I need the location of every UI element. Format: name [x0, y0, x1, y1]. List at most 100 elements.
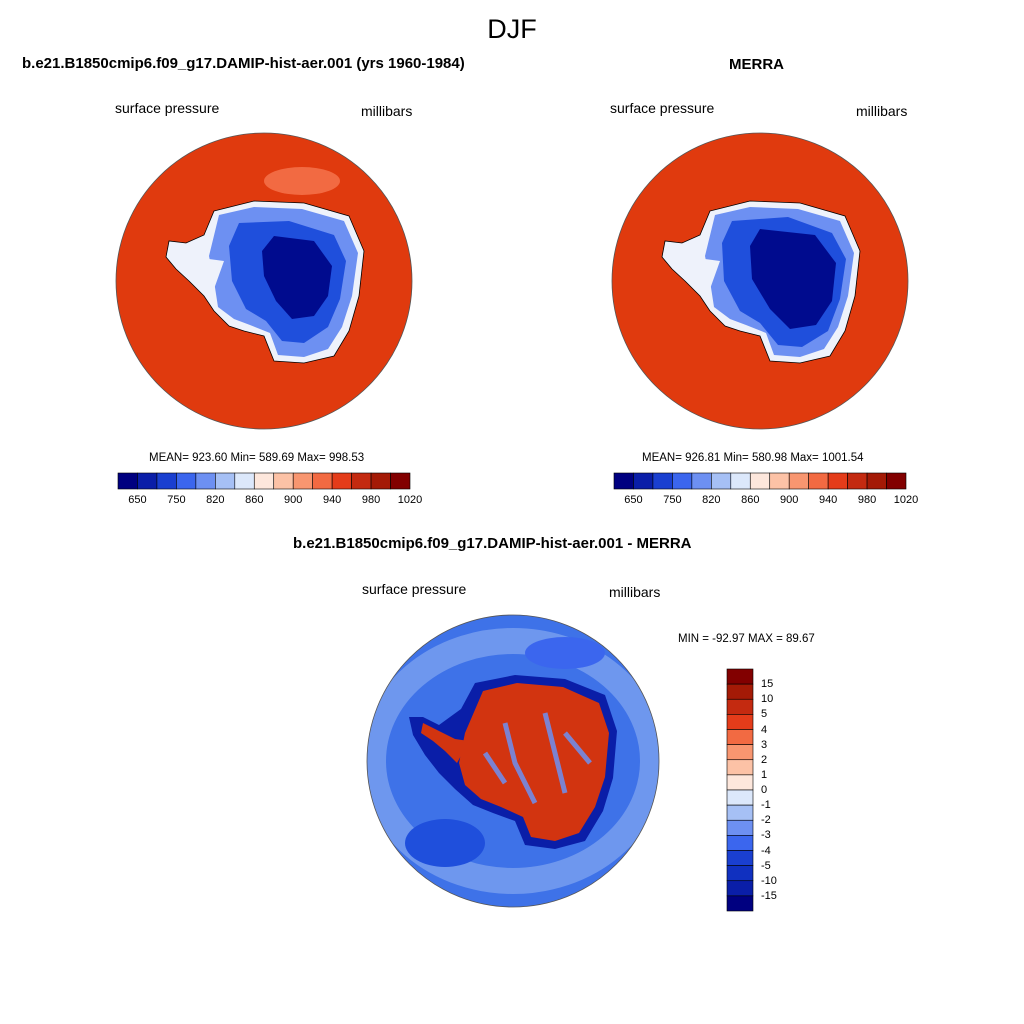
- diff-colorbar-tick-label: 2: [761, 753, 768, 766]
- diff-colorbar-tick-label: 15: [761, 678, 774, 691]
- model-map: [115, 132, 413, 430]
- obs-colorbar-tick-label: 900: [780, 494, 799, 506]
- model-colorbar-box: [117, 472, 138, 490]
- obs-colorbar-box: [769, 472, 790, 490]
- obs-colorbar-tick-label: 860: [741, 494, 760, 506]
- model-colorbar-tick-label: 980: [361, 494, 381, 506]
- diff-land-negative-streaks: [482, 712, 592, 805]
- diff-colorbar-box: [726, 759, 754, 776]
- diff-colorbar-box: [726, 714, 754, 730]
- model-colorbar-box: [292, 472, 313, 490]
- obs-colorbar-box: [788, 472, 809, 490]
- diff-colorbar-box: [726, 698, 754, 715]
- diff-colorbar-tick-label: -4: [761, 844, 771, 857]
- diff-ocean-band: [367, 628, 659, 894]
- diff-stats: MIN = -92.97 MAX = 89.67: [678, 633, 815, 645]
- diff-colorbar-tick-label: 0: [761, 784, 768, 796]
- obs-colorbar-ticks: 650 750 820 860 900 940 980 1020: [614, 494, 918, 508]
- diff-colorbar-tick-label: 10: [761, 693, 774, 706]
- model-colorbar-box: [312, 472, 333, 490]
- model-colorbar-tick-label: 860: [245, 494, 264, 506]
- obs-colorbar-box: [633, 472, 654, 490]
- model-colorbar-box: [176, 472, 197, 490]
- model-colorbar-box: [215, 472, 236, 490]
- diff-colorbar-tick-label: -1: [761, 799, 771, 812]
- obs-colorbar-box: [613, 472, 634, 490]
- obs-colorbar-box: [866, 472, 887, 490]
- obs-colorbar-tick-label: 650: [624, 494, 643, 506]
- diff-colorbar-box: [726, 668, 754, 685]
- model-panel-title: b.e21.B1850cmip6.f09_g17.DAMIP-hist-aer.…: [22, 55, 465, 72]
- obs-panel-title: MERRA: [729, 56, 784, 73]
- diff-colorbar-tick-label: -5: [761, 859, 771, 872]
- model-peninsula: [172, 249, 224, 289]
- diff-colorbar-box: [726, 789, 754, 806]
- model-colorbar-tick-label: 1020: [397, 494, 423, 506]
- diff-colorbar-tick-label: 3: [761, 738, 768, 751]
- obs-colorbar-box: [711, 472, 732, 490]
- obs-colorbar-tick-label: 980: [857, 494, 877, 506]
- diff-map: [366, 614, 660, 908]
- model-colorbar-box: [234, 472, 255, 490]
- model-colorbar: [117, 472, 411, 490]
- model-colorbar-tick-label: 750: [167, 494, 186, 506]
- model-colorbar-box: [331, 472, 352, 490]
- model-colorbar-box: [351, 472, 372, 490]
- obs-colorbar-box: [886, 472, 907, 490]
- diff-colorbar-box: [726, 683, 754, 700]
- diff-variable-label: surface pressure: [362, 581, 467, 597]
- diff-colorbar-box: [726, 774, 754, 791]
- model-colorbar-box: [273, 472, 294, 490]
- obs-coastline: [661, 200, 861, 364]
- diff-colorbar: [726, 668, 754, 912]
- diff-colorbar-box: [726, 850, 754, 866]
- diff-colorbar-box: [726, 729, 754, 745]
- obs-colorbar-box: [827, 472, 848, 490]
- diff-colorbar-box: [726, 865, 754, 882]
- diff-colorbar-box: [726, 835, 754, 851]
- model-coastline: [165, 200, 365, 364]
- diff-colorbar-tick-label: 4: [761, 723, 768, 736]
- obs-map: [611, 132, 909, 430]
- obs-colorbar-box: [749, 472, 771, 490]
- obs-stats: MEAN= 926.81 Min= 580.98 Max= 1001.54: [642, 452, 864, 464]
- obs-colorbar-box: [691, 472, 712, 490]
- obs-colorbar-box: [652, 472, 673, 490]
- diff-colorbar-tick-label: -15: [761, 889, 777, 902]
- model-colorbar-box: [253, 472, 275, 490]
- obs-colorbar-box: [808, 472, 829, 490]
- diff-colorbar-box: [726, 880, 754, 897]
- diff-colorbar-box: [726, 744, 754, 761]
- obs-land-high: [750, 229, 836, 329]
- model-colorbar-ticks: 650 750 820 860 900 940 980 1020: [118, 494, 422, 508]
- figure-title: DJF: [487, 14, 537, 44]
- diff-ocean-patch-2: [525, 637, 605, 669]
- diff-units-label: millibars: [609, 584, 661, 600]
- model-land-high: [262, 236, 332, 319]
- model-ocean-feature: [264, 167, 340, 195]
- diff-colorbar-tick-label: -3: [761, 829, 771, 842]
- diff-colorbar-box: [726, 819, 754, 836]
- diff-ocean-patch-1: [405, 819, 485, 867]
- diff-colorbar-tick-label: -2: [761, 814, 771, 827]
- diff-panel-title: b.e21.B1850cmip6.f09_g17.DAMIP-hist-aer.…: [293, 535, 692, 552]
- model-colorbar-tick-label: 650: [128, 494, 147, 506]
- model-variable-label: surface pressure: [115, 100, 220, 116]
- diff-colorbar-tick-label: 5: [761, 708, 768, 721]
- diff-peninsula: [421, 723, 469, 763]
- obs-colorbar-tick-label: 1020: [893, 494, 919, 506]
- model-colorbar-box: [195, 472, 216, 490]
- obs-colorbar-tick-label: 820: [702, 494, 721, 506]
- obs-peninsula: [668, 249, 720, 289]
- diff-land-positive: [459, 683, 609, 841]
- model-colorbar-box: [390, 472, 411, 490]
- model-stats: MEAN= 923.60 Min= 589.69 Max= 998.53: [149, 452, 365, 464]
- obs-units-label: millibars: [856, 103, 908, 119]
- model-colorbar-box: [370, 472, 391, 490]
- obs-colorbar-tick-label: 940: [818, 494, 838, 506]
- model-colorbar-box: [137, 472, 158, 490]
- diff-colorbar-tick-label: 1: [761, 768, 768, 781]
- obs-colorbar-box: [672, 472, 693, 490]
- model-units-label: millibars: [361, 103, 413, 119]
- diff-colorbar-tick-label: -10: [761, 874, 777, 887]
